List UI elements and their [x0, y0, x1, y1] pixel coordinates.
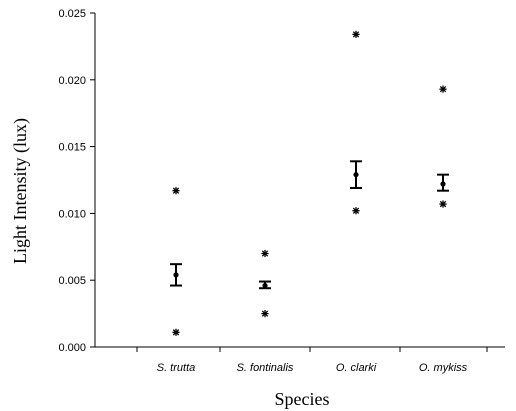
- category-label: S. fontinalis: [237, 362, 294, 374]
- asterisk-point: [172, 328, 180, 336]
- mean-with-error-bar: [437, 173, 449, 192]
- asterisk-point: [261, 249, 269, 258]
- mean-point: [353, 172, 359, 178]
- asterisk-point: [439, 85, 447, 93]
- category-label: S. trutta: [157, 362, 196, 374]
- y-axis: 0.000 0.005 0.010 0.015 0.020 0.025: [58, 8, 96, 354]
- y-axis-title: Light Intensity (lux): [10, 118, 31, 264]
- y-tick-label: 0.025: [58, 8, 86, 20]
- x-axis-title: Species: [275, 389, 330, 409]
- y-tick-label: 0.020: [58, 75, 86, 87]
- mean-with-error-bar: [350, 160, 362, 190]
- x-axis: S. trutta S. fontinalis O. clarki O. mykiss: [95, 346, 505, 374]
- mean-point: [173, 272, 179, 278]
- asterisk-point: [439, 200, 447, 208]
- mean-with-error-bar: [259, 280, 271, 290]
- data-marks: [170, 30, 449, 336]
- mean-point: [262, 282, 268, 289]
- mean-with-error-bar: [170, 263, 182, 287]
- y-tick-label: 0.010: [58, 208, 86, 220]
- y-tick-label: 0.000: [58, 342, 86, 354]
- asterisk-point: [352, 30, 360, 38]
- mean-point: [440, 181, 446, 187]
- y-tick-label: 0.015: [58, 142, 86, 154]
- category-label: O. clarki: [336, 362, 377, 374]
- y-tick-label: 0.005: [58, 275, 86, 287]
- asterisk-point: [261, 310, 269, 318]
- asterisk-point: [352, 207, 360, 215]
- asterisk-point: [172, 187, 180, 195]
- category-label: O. mykiss: [419, 362, 468, 374]
